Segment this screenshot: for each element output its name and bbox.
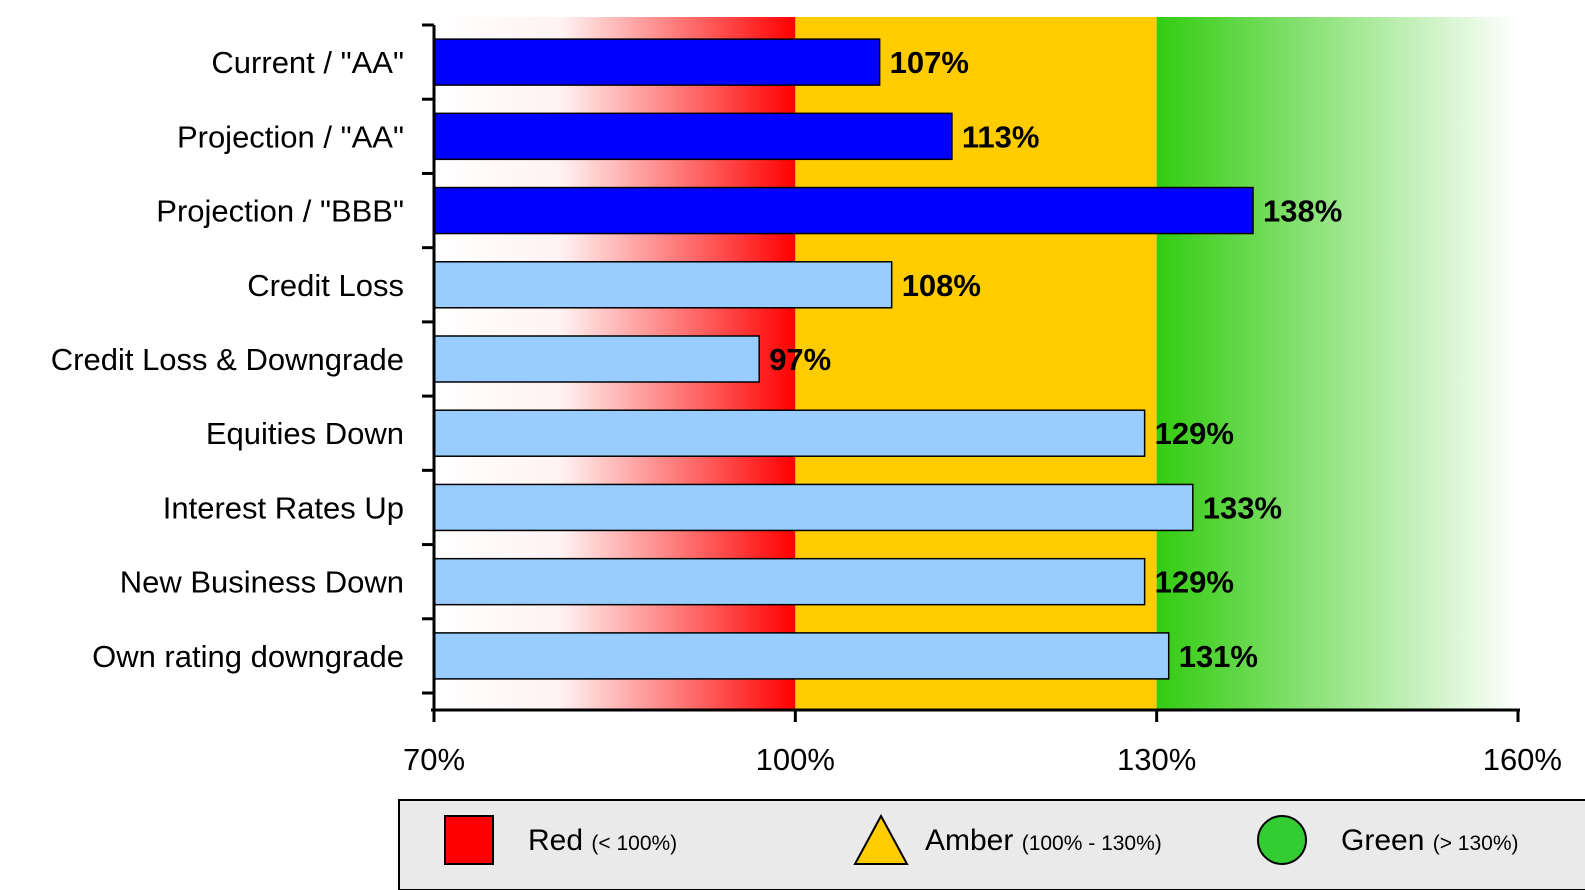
bar-4: [433, 335, 760, 383]
legend-label-amber: Amber (100% - 130%): [925, 824, 1162, 857]
bar-8: [433, 632, 1170, 680]
bar-3: [433, 261, 893, 309]
legend-swatch-amber-triangle: [853, 813, 909, 865]
value-label-0: 107%: [890, 45, 969, 80]
category-label-0: Current / "AA": [211, 45, 404, 80]
value-label-3: 108%: [902, 268, 981, 303]
category-label-1: Projection / "AA": [177, 119, 404, 154]
x-tick-label-0: 70%: [403, 742, 465, 777]
bar-5: [433, 409, 1146, 457]
value-label-7: 129%: [1155, 565, 1234, 600]
x-tick-label-2: 130%: [1117, 742, 1196, 777]
value-label-4: 97%: [769, 342, 831, 377]
legend-label-range: (100% - 130%): [1022, 832, 1162, 855]
bar-1: [433, 112, 953, 161]
category-label-2: Projection / "BBB": [156, 194, 404, 229]
legend-label-name: Green: [1341, 824, 1433, 857]
legend-label-red: Red (< 100%): [528, 824, 677, 857]
bar-7: [433, 557, 1146, 606]
bar-0: [433, 38, 881, 86]
value-label-1: 113%: [962, 119, 1040, 154]
category-label-3: Credit Loss: [247, 268, 404, 303]
legend-swatch-red-square: [444, 815, 494, 865]
x-tick-label-3: 160%: [1483, 742, 1562, 777]
category-label-5: Equities Down: [206, 416, 404, 451]
zone-green: [1156, 17, 1518, 710]
value-label-5: 129%: [1155, 416, 1234, 451]
category-label-6: Interest Rates Up: [163, 490, 404, 525]
axes-group: [422, 23, 1520, 722]
category-label-7: New Business Down: [120, 565, 404, 600]
legend-box: [398, 799, 1585, 890]
category-label-8: Own rating downgrade: [92, 639, 404, 674]
category-label-4: Credit Loss & Downgrade: [51, 342, 404, 377]
value-label-6: 133%: [1203, 490, 1282, 525]
legend-label-name: Red: [528, 824, 591, 857]
legend-swatch-green-circle: [1257, 815, 1307, 865]
bar-6: [433, 483, 1194, 532]
legend-label-range: (< 100%): [591, 832, 677, 855]
value-label-8: 131%: [1179, 639, 1258, 674]
bars-group: [433, 38, 1254, 680]
legend-label-range: (> 130%): [1433, 832, 1519, 855]
legend: Red (< 100%) Amber (100% - 130%) Green (> …: [398, 799, 1585, 890]
labels-group: 107% Current / "AA" 113% Projection / "AA" 1…: [51, 45, 1562, 777]
legend-label-name: Amber: [925, 824, 1022, 857]
legend-label-green: Green (> 130%): [1341, 824, 1519, 857]
x-tick-label-1: 100%: [756, 742, 835, 777]
bar-2: [433, 186, 1254, 235]
value-label-2: 138%: [1263, 194, 1342, 229]
